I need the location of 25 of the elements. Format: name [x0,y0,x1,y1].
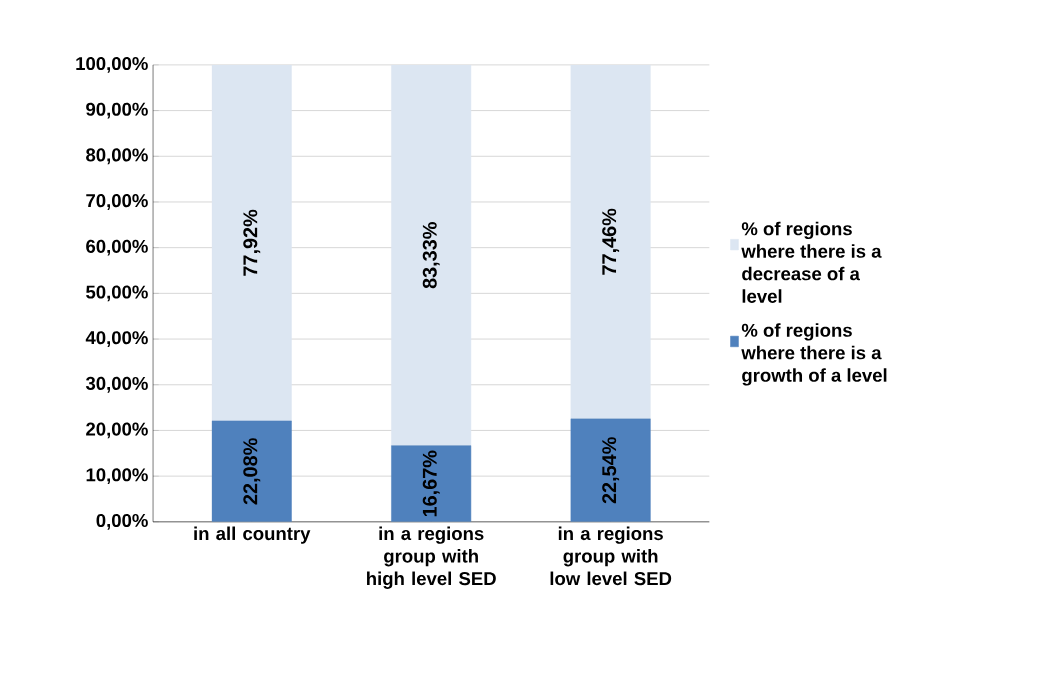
y-tick-label: 40,00% [85,331,148,348]
x-tick-label: in all country [194,526,311,544]
y-tick-label: 0,00% [96,514,148,530]
data-label: 16,67% [422,450,440,517]
data-label: 22,08% [243,438,261,505]
y-tick-label: 10,00% [86,468,148,485]
y-tick-label: 80,00% [86,148,148,165]
legend-label: % of regions where there is a growth of a level [741,323,887,386]
data-label: 83,33% [422,222,440,289]
bar [391,65,472,447]
y-tick-label: 30,00% [85,376,148,393]
x-tick-label: in a regions group with high level SED [367,526,496,590]
y-tick-label: 70,00% [86,194,148,210]
data-label: 77,92% [243,209,261,276]
legend-label: % of regions where there is a decrease of a level [741,221,882,303]
y-tick-label: 50,00% [86,285,148,302]
data-label: 77,46% [602,208,620,275]
bar [570,65,651,420]
y-tick-label: 90,00% [86,102,148,119]
data-label: 22,54% [602,437,620,504]
x-tick-label: in a regions group with low level SED [550,526,672,586]
bar [211,65,292,422]
y-tick-label: 60,00% [86,239,148,256]
y-tick-label: 100,00% [76,57,148,73]
y-tick-label: 20,00% [86,422,148,439]
